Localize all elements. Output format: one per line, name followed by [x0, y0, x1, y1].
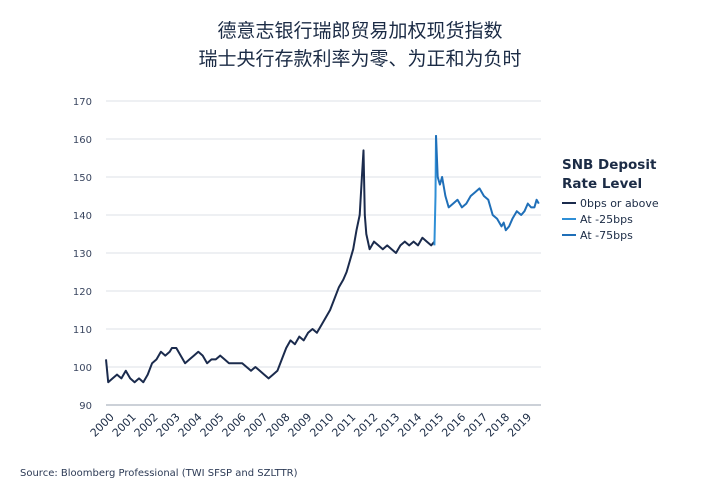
series-lines: [105, 135, 540, 384]
legend-swatch-75bps: [562, 234, 576, 236]
x-tick-2010: 2010: [307, 411, 336, 440]
legend: SNB Deposit Rate Level 0bps or above At …: [562, 156, 662, 242]
x-tick-2001: 2001: [110, 411, 139, 440]
y-tick-90: 90: [79, 401, 92, 412]
series-line-2: [435, 135, 540, 232]
series-line-0: [105, 149, 436, 384]
y-tick-130: 130: [73, 249, 92, 260]
y-tick-160: 160: [73, 135, 92, 146]
x-tick-2009: 2009: [286, 411, 315, 440]
x-tick-2004: 2004: [176, 411, 205, 440]
x-tick-2011: 2011: [329, 411, 358, 440]
x-tick-2005: 2005: [198, 411, 227, 440]
x-tick-2002: 2002: [132, 411, 161, 440]
x-tick-2006: 2006: [220, 411, 249, 440]
x-tick-2013: 2013: [373, 411, 402, 440]
y-tick-140: 140: [73, 211, 92, 222]
y-tick-100: 100: [73, 363, 92, 374]
y-tick-150: 150: [73, 173, 92, 184]
legend-entry-0bps: 0bps or above: [562, 196, 662, 210]
x-tick-2012: 2012: [351, 411, 380, 440]
chart-title-line2: 瑞士央行存款利率为零、为正和为负时: [198, 48, 522, 70]
x-tick-2003: 2003: [154, 411, 183, 440]
legend-label-75bps: At -75bps: [580, 228, 633, 242]
x-tick-2017: 2017: [461, 411, 490, 440]
legend-entry-75bps: At -75bps: [562, 228, 662, 242]
x-tick-labels: 2000200120022003200420052006200720082009…: [88, 411, 534, 440]
y-tick-120: 120: [73, 287, 92, 298]
x-tick-2019: 2019: [505, 411, 534, 440]
y-tick-170: 170: [73, 97, 92, 108]
x-tick-2008: 2008: [264, 411, 293, 440]
x-tick-2018: 2018: [483, 411, 512, 440]
chart-title-line1: 德意志银行瑞郎贸易加权现货指数: [217, 20, 503, 42]
legend-title: SNB Deposit Rate Level: [562, 157, 657, 192]
legend-label-0bps: 0bps or above: [580, 196, 659, 210]
y-tick-110: 110: [73, 325, 92, 336]
source-note: Source: Bloomberg Professional (TWI SFSP…: [20, 468, 298, 479]
x-tick-2007: 2007: [242, 411, 271, 440]
legend-swatch-25bps: [562, 218, 576, 220]
legend-swatch-0bps: [562, 202, 576, 204]
legend-label-25bps: At -25bps: [580, 212, 633, 226]
x-tick-2015: 2015: [417, 411, 446, 440]
x-tick-2014: 2014: [395, 411, 424, 440]
grid-lines: [106, 100, 541, 406]
y-tick-labels: 90 100 110 120 130 140 150 160 170: [73, 97, 92, 412]
x-tick-2000: 2000: [88, 411, 117, 440]
x-tick-2016: 2016: [439, 411, 468, 440]
legend-entry-25bps: At -25bps: [562, 212, 662, 226]
